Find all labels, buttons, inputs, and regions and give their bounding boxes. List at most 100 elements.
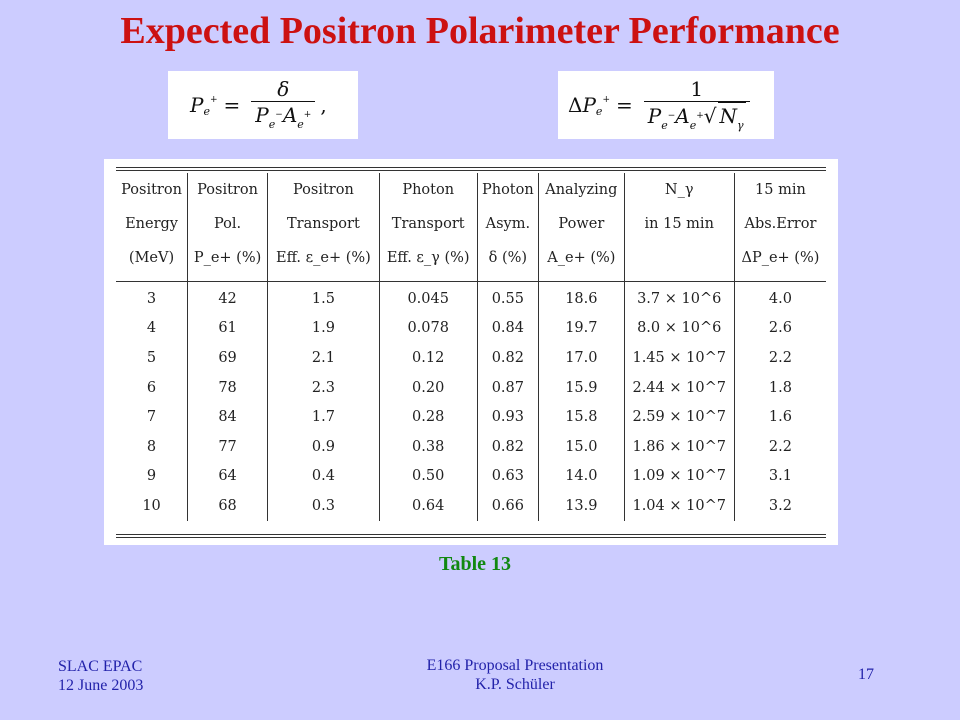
separator-cell (378, 275, 478, 282)
column-header: P_e+ (%) (193, 250, 262, 266)
table-cell: 2.59 × 10^7 (623, 402, 735, 432)
formula-symbol: P (190, 93, 204, 117)
separator-cell (476, 281, 539, 284)
table-cell: 0.9 (267, 431, 380, 462)
sqrt-icon: √ (703, 103, 717, 128)
table-top-rule (116, 167, 826, 168)
table-cell: 1.5 (267, 284, 380, 314)
footer-center: E166 Proposal Presentation K.P. Schüler (360, 656, 670, 694)
column-header (623, 241, 735, 275)
column-header: in 15 min (623, 207, 735, 241)
table-cell: 0.84 (476, 313, 539, 344)
table-cell: 14.0 (538, 461, 625, 492)
formula-subscript: e (268, 118, 276, 131)
table-row: 6 78 2.3 0.20 0.87 15.9 2.44 × 10^7 1.8 (116, 372, 826, 403)
table-cell: 0.66 (476, 491, 539, 521)
table-cell: 0.12 (378, 343, 478, 373)
table-cell: 4 (116, 313, 189, 344)
column-header: Asym. (476, 207, 539, 241)
column-header: δ (%) (476, 241, 539, 275)
table-bottom-rule (116, 534, 826, 535)
formula-symbol: A (282, 103, 298, 127)
column-header: N_γ (623, 173, 735, 207)
table-cell: 42 (218, 290, 237, 307)
table-cell: 2.1 (267, 343, 380, 373)
column-header: A_e+ (%) (538, 241, 625, 275)
column-header: Transport (378, 207, 478, 241)
formula-delta: Δ (568, 93, 583, 117)
table-cell: 1.6 (733, 402, 826, 432)
table-cell: 6 (116, 372, 189, 403)
table-cell: 1.04 × 10^7 (623, 491, 735, 521)
table-cell: 0.87 (476, 372, 539, 403)
table-cell: 0.93 (476, 402, 539, 432)
table-row: 9 64 0.4 0.50 0.63 14.0 1.09 × 10^7 3.1 (116, 461, 826, 492)
table-cell: 77 (218, 438, 237, 455)
column-header: Photon (378, 173, 478, 207)
header-separator (116, 275, 826, 282)
column-header: Photon (476, 173, 539, 207)
table-row: 7 84 1.7 0.28 0.93 15.8 2.59 × 10^7 1.6 (116, 402, 826, 432)
column-header: (MeV) (116, 241, 189, 275)
formula-subscript: e (595, 104, 603, 118)
table-cell: 64 (218, 468, 237, 485)
column-header: Positron (267, 173, 380, 207)
table-cell: 3.2 (733, 491, 826, 521)
table-cell: 8 (116, 431, 189, 462)
table-cell: 0.82 (476, 431, 539, 462)
footer-presentation: E166 Proposal Presentation (426, 657, 604, 674)
table-cell: 0.078 (378, 313, 478, 344)
separator-cell (187, 275, 268, 282)
separator-cell (623, 275, 735, 282)
column-header: ΔP_e+ (%) (733, 241, 826, 275)
formula-subscript: γ (737, 118, 744, 132)
table-cell: 1.45 × 10^7 (623, 343, 735, 373)
formula-superscript: + (696, 110, 704, 121)
table-cell: 3 (116, 284, 189, 314)
table-cell: 2.2 (733, 343, 826, 373)
sqrt-argument: Nγ (717, 101, 746, 133)
formula-subscript: e (689, 118, 697, 132)
table-cell: 0.55 (476, 284, 539, 314)
table-cell: 15.8 (538, 402, 625, 432)
table-cell: 0.28 (378, 402, 478, 432)
separator-cell (378, 281, 478, 284)
table-cell: 0.3 (267, 491, 380, 521)
separator-cell (476, 275, 539, 282)
formula-fraction: δ Pe−Ae+ (251, 77, 316, 133)
performance-table: Positron Positron Positron Photon Photon Anal… (104, 159, 838, 545)
column-header: 15 min (733, 173, 826, 207)
page-number: 17 (858, 666, 874, 683)
table-cell: 15.0 (538, 431, 625, 462)
table-cell: 0.38 (378, 431, 478, 462)
formula-superscript: + (303, 110, 312, 120)
separator-cell (267, 281, 380, 284)
header-row: Energy Pol. Transport Transport Asym. Power in… (116, 207, 826, 241)
table-cell: 0.045 (378, 284, 478, 314)
formula-comma: , (320, 93, 327, 117)
table-cell: 5 (116, 343, 189, 373)
table-cell: 10 (116, 491, 189, 521)
column-header: Energy (116, 207, 189, 241)
formula-superscript: + (602, 95, 610, 105)
table-row: 4 61 1.9 0.078 0.84 19.7 8.0 × 10^6 2.6 (116, 313, 826, 344)
footer-left: SLAC EPAC 12 June 2003 (58, 657, 143, 695)
data-table: Positron Positron Positron Photon Photon Anal… (116, 173, 826, 521)
formula-numerator: δ (277, 77, 290, 101)
formula-equals: = (615, 93, 633, 117)
table-cell: 0.82 (476, 343, 539, 373)
slide-title: Expected Positron Polarimeter Performanc… (120, 10, 840, 52)
formula-subscript: e (203, 104, 210, 118)
table-cell: 8.0 × 10^6 (623, 313, 735, 344)
table-cell: 84 (218, 409, 237, 426)
table-cell: 1.9 (267, 313, 380, 344)
table-cell: 0.64 (378, 491, 478, 521)
separator-cell (116, 281, 189, 284)
table-cell: 2.2 (733, 431, 826, 462)
table-cell: 2.44 × 10^7 (623, 372, 735, 403)
footer-author: K.P. Schüler (475, 676, 555, 693)
table-cell: 15.9 (538, 372, 625, 403)
table-cell: 1.09 × 10^7 (623, 461, 735, 492)
table-cell: 69 (218, 349, 237, 366)
